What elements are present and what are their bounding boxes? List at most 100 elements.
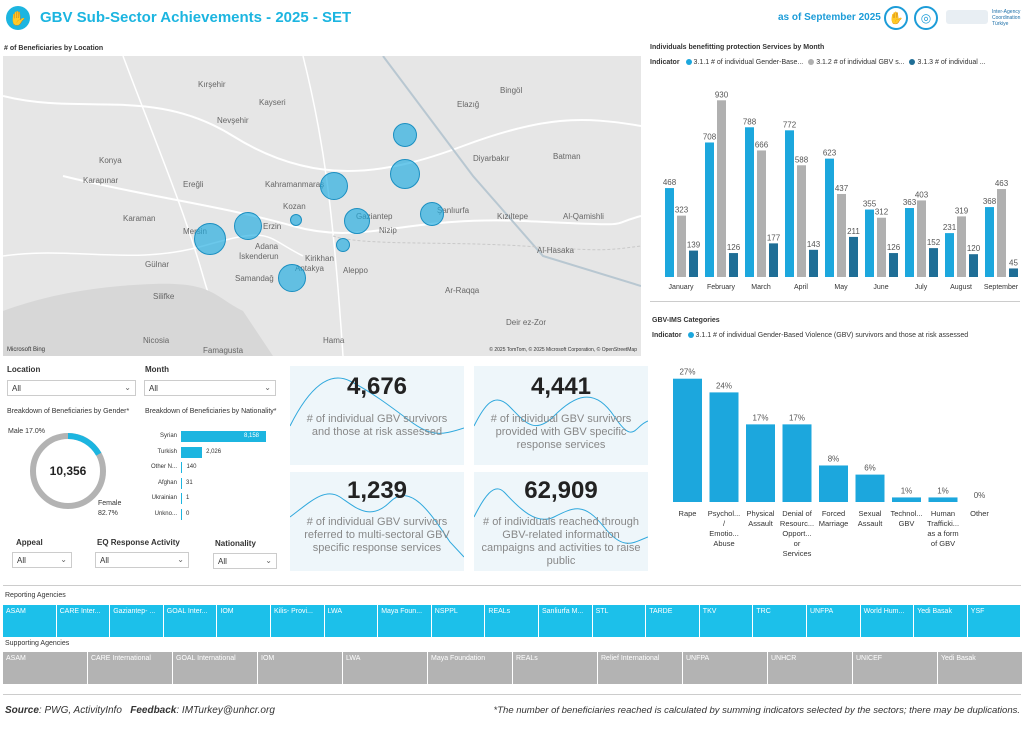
map-bubble[interactable] [420,202,444,226]
monthly-bar[interactable] [849,236,858,277]
monthly-bar[interactable] [889,253,898,277]
nationality-bar[interactable] [181,508,182,520]
agency-tile[interactable]: ASAM [3,652,87,684]
eq-dropdown[interactable]: All ⌄ [95,552,189,568]
monthly-bar[interactable] [769,243,778,277]
map-bubble[interactable] [393,123,417,147]
nationality-bar[interactable] [181,462,183,473]
ims-bar[interactable] [746,424,775,502]
agency-tile[interactable]: IOM [258,652,342,684]
agency-tile[interactable]: NSPPL [431,605,485,637]
monthly-bar[interactable] [1009,268,1018,277]
monthly-bar[interactable] [729,253,738,277]
month-dropdown[interactable]: All ⌄ [144,380,276,396]
agency-tile[interactable]: GOAL Inter... [163,605,217,637]
legend-item[interactable]: 3.1.1 # of individual Gender-Based Viole… [695,332,969,339]
legend-item[interactable]: 3.1.1 # of individual Gender-Base... [693,59,804,66]
agency-tile[interactable]: CARE International [88,652,172,684]
agency-tile[interactable]: TRC [753,605,806,637]
agency-tile[interactable]: CARE Inter... [56,605,110,637]
map-bubble[interactable] [390,159,420,189]
appeal-dropdown-value: All [17,556,26,565]
monthly-bar[interactable] [665,188,674,277]
ims-bar[interactable] [782,424,812,502]
agency-tile[interactable]: Yedi Basak [914,605,967,637]
appeal-dropdown[interactable]: All ⌄ [12,552,72,568]
ims-bar[interactable] [855,474,885,502]
monthly-bar[interactable] [797,165,806,277]
ims-bar[interactable] [819,465,848,502]
monthly-bar[interactable] [677,215,686,277]
agency-tile[interactable]: IOM [217,605,270,637]
agency-tile[interactable]: LWA [324,605,378,637]
monthly-bar[interactable] [825,158,834,277]
agency-tile[interactable]: Gaziantep- ... [110,605,163,637]
monthly-bar[interactable] [717,100,726,277]
monthly-bar[interactable] [745,127,754,277]
monthly-bar[interactable] [809,249,818,277]
nationality-bar[interactable] [181,446,203,458]
agency-tile[interactable]: UNHCR [768,652,852,684]
monthly-bar[interactable] [969,254,978,277]
agency-tile[interactable]: STL [592,605,646,637]
map-bubble[interactable] [336,238,350,252]
monthly-bar[interactable] [917,200,926,277]
monthly-bar[interactable] [985,207,994,277]
agency-tile[interactable]: UNFPA [683,652,767,684]
legend-item[interactable]: 3.1.2 # of individual GBV s... [816,59,905,66]
agency-tile[interactable]: Maya Foun... [378,605,431,637]
ims-bar[interactable] [673,378,702,502]
beneficiaries-map[interactable]: Kırşehir Kayseri Nevşehir Konya Ereğli Kahram… [3,56,641,356]
location-dropdown[interactable]: All ⌄ [7,380,136,396]
agency-tile[interactable]: REALs [485,605,538,637]
agency-tile[interactable]: Maya Foundation [428,652,512,684]
ims-bar[interactable] [892,497,921,502]
nationality-bar[interactable] [181,431,266,442]
agency-tile[interactable]: World Hum... [860,605,914,637]
agency-tile[interactable]: UNFPA [807,605,860,637]
agency-tile[interactable]: TARDE [646,605,699,637]
nationality-dropdown[interactable]: All ⌄ [213,553,277,569]
agency-tile[interactable]: TKV [699,605,753,637]
monthly-bar[interactable] [945,233,954,277]
month-slicer-label: Month [145,365,169,374]
monthly-bar[interactable] [837,193,846,277]
monthly-bar[interactable] [929,248,938,277]
agency-tile[interactable]: UNICEF [853,652,937,684]
ims-bar[interactable] [709,392,739,502]
agency-tile[interactable]: YSF [967,605,1021,637]
map-bubble[interactable] [234,212,262,240]
agency-tile[interactable]: LWA [343,652,427,684]
agency-tile[interactable]: ASAM [3,605,56,637]
agency-tile[interactable]: Kilis- Provi... [271,605,324,637]
feedback-email[interactable]: : IMTurkey@unhcr.org [176,705,275,716]
monthly-bar[interactable] [865,209,874,277]
map-bubble[interactable] [278,264,306,292]
monthly-bar[interactable] [705,142,714,277]
agency-tile[interactable]: Relief International [598,652,682,684]
monthly-bar[interactable] [757,150,766,277]
monthly-bar-chart[interactable]: 468 323 139 January 708 930 126 February 788 666 1… [660,72,1020,297]
ims-bar-chart[interactable]: 27% Rape 24% Psychol... / Emotio... Abuse 17% Ph… [670,345,1015,565]
nationality-bar[interactable] [181,477,182,489]
agency-tile[interactable]: Yedi Basak [938,652,1022,684]
map-attribution[interactable]: © 2025 TomTom, © 2025 Microsoft Corporat… [489,347,637,353]
monthly-bar[interactable] [957,216,966,277]
monthly-bar[interactable] [997,189,1006,277]
agency-tile[interactable]: GOAL International [173,652,257,684]
nationality-bar[interactable] [181,493,182,504]
monthly-bar[interactable] [905,208,914,277]
map-bubble[interactable] [320,172,348,200]
agency-tile[interactable]: Sanliurfa M... [539,605,592,637]
gender-donut[interactable]: 10,356 [28,431,108,511]
map-bubble[interactable] [290,214,302,226]
monthly-bar[interactable] [877,217,886,277]
agency-tile[interactable]: REALs [513,652,597,684]
map-bubble[interactable] [194,223,226,255]
male-arc[interactable] [30,433,106,509]
legend-item[interactable]: 3.1.3 # of individual ... [917,59,986,66]
map-bubble[interactable] [344,208,370,234]
ims-bar[interactable] [928,497,958,502]
monthly-bar[interactable] [689,250,698,277]
monthly-bar[interactable] [785,130,794,277]
